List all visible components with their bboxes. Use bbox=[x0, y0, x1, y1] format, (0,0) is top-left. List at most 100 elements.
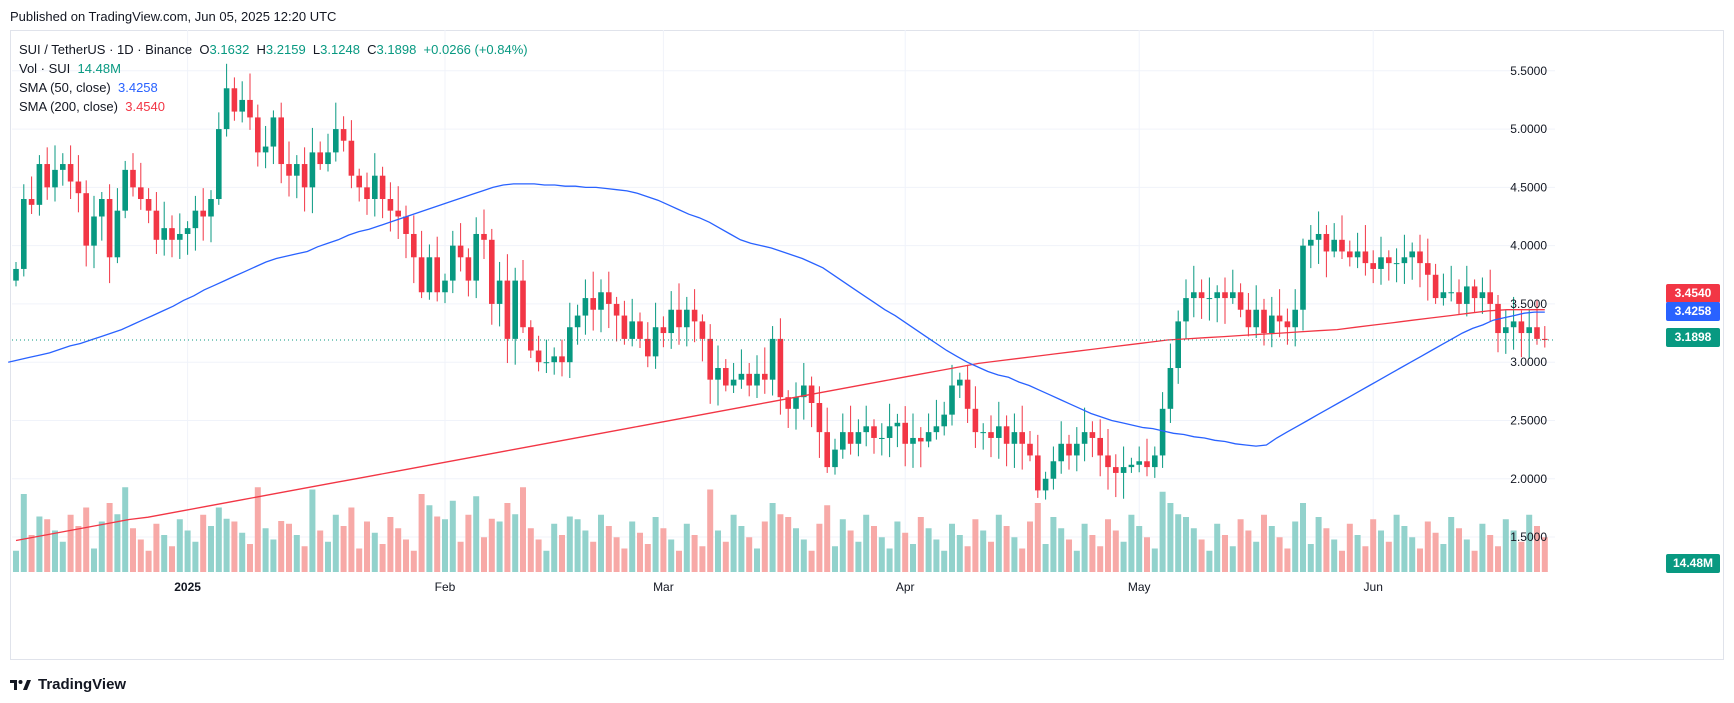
candle-body bbox=[894, 422, 901, 427]
candle-body bbox=[60, 164, 66, 170]
volume-bar bbox=[356, 548, 363, 572]
volume-bar bbox=[20, 494, 27, 572]
volume-bar bbox=[286, 523, 292, 572]
volume-bar bbox=[652, 517, 659, 572]
volume-bar bbox=[231, 521, 238, 572]
candle-body bbox=[1339, 239, 1345, 252]
volume-bar bbox=[613, 537, 620, 572]
y-tick-label: 5.0000 bbox=[1510, 122, 1547, 136]
candle-body bbox=[1253, 309, 1259, 328]
candle-body bbox=[1245, 309, 1252, 328]
volume-bar bbox=[621, 548, 628, 572]
candle-body bbox=[1081, 432, 1088, 444]
candle-body bbox=[28, 199, 35, 205]
close-value: 3.1898 bbox=[376, 42, 417, 57]
candle-body bbox=[762, 373, 768, 380]
candle-body bbox=[972, 408, 979, 433]
volume-bar bbox=[504, 503, 511, 572]
volume-bar bbox=[83, 507, 90, 572]
volume-bar bbox=[871, 526, 877, 572]
volume-bar bbox=[1526, 514, 1533, 572]
candle-body bbox=[1089, 432, 1096, 438]
candle-body bbox=[1175, 321, 1181, 369]
candle-body bbox=[582, 298, 589, 316]
candle-body bbox=[902, 422, 908, 444]
volume-bar bbox=[442, 519, 448, 572]
candle-body bbox=[1370, 263, 1376, 269]
candle-body bbox=[1534, 327, 1540, 339]
candle-body bbox=[574, 315, 581, 328]
volume-bar bbox=[223, 518, 230, 572]
candle-body bbox=[1393, 263, 1400, 265]
volume-bar bbox=[293, 535, 300, 572]
volume-bar bbox=[738, 526, 745, 572]
candle-body bbox=[785, 397, 791, 409]
volume-bar bbox=[496, 521, 503, 572]
candle-body bbox=[1035, 455, 1041, 491]
volume-tag: 14.48M bbox=[1666, 554, 1720, 573]
volume-bar bbox=[75, 526, 82, 572]
volume-bar bbox=[785, 517, 792, 572]
volume-bar bbox=[1128, 514, 1135, 572]
symbol-name: SUI / TetherUS · 1D · Binance bbox=[19, 42, 193, 57]
volume-bar bbox=[520, 487, 526, 572]
volume-bar bbox=[176, 519, 183, 572]
candle-body bbox=[1292, 309, 1298, 328]
candle-body bbox=[613, 303, 620, 316]
volume-bar bbox=[800, 539, 807, 572]
volume-bar bbox=[1183, 517, 1189, 572]
volume-bar bbox=[473, 496, 480, 572]
volume-bar bbox=[1409, 537, 1416, 572]
volume-bar bbox=[1229, 546, 1236, 572]
candle-body bbox=[520, 280, 526, 328]
candle-body bbox=[161, 228, 167, 240]
candle-body bbox=[1503, 327, 1509, 334]
candle-body bbox=[442, 280, 448, 293]
chart-frame bbox=[10, 30, 1724, 660]
volume-bar bbox=[847, 530, 854, 572]
candle-body bbox=[106, 199, 113, 258]
candle-body bbox=[1191, 292, 1197, 299]
y-axis-labels: 5.5000 5.0000 4.5000 4.0000 3.5000 3.0000 2.50… bbox=[1510, 64, 1547, 544]
candle-body bbox=[372, 175, 378, 200]
candle-body bbox=[1074, 443, 1080, 456]
candle-body bbox=[138, 187, 144, 200]
candle-body bbox=[286, 164, 292, 176]
volume-bar bbox=[761, 521, 768, 572]
volume-bar bbox=[1534, 526, 1540, 572]
volume-bar bbox=[629, 521, 636, 572]
candle-body bbox=[364, 187, 370, 200]
volume-bar bbox=[481, 537, 487, 572]
volume-bar bbox=[28, 535, 35, 572]
volume-bar bbox=[683, 523, 690, 572]
candle-body bbox=[949, 385, 955, 415]
candle-body bbox=[1128, 464, 1135, 468]
volume-bar bbox=[1144, 537, 1150, 572]
last-price-tag: 3.1898 bbox=[1666, 328, 1720, 347]
candle-body bbox=[535, 350, 542, 363]
volume-bar bbox=[964, 546, 971, 572]
candle-body bbox=[1487, 292, 1493, 304]
volume-bar bbox=[855, 541, 862, 572]
candle-body bbox=[1417, 251, 1423, 264]
candle-body bbox=[91, 216, 97, 246]
volume-bar bbox=[44, 519, 51, 572]
volume-bar bbox=[902, 532, 909, 572]
candle-body bbox=[208, 199, 214, 217]
candle-body bbox=[598, 292, 604, 310]
candle-body bbox=[130, 169, 136, 188]
volume-bar bbox=[215, 507, 222, 572]
volume-bar bbox=[1284, 548, 1291, 572]
candle-body bbox=[528, 327, 534, 351]
volume-bar bbox=[169, 546, 175, 572]
volume-bar bbox=[309, 489, 316, 572]
volume-bar bbox=[793, 528, 799, 572]
candle-body bbox=[1386, 257, 1392, 264]
y-tick-label: 4.5000 bbox=[1510, 180, 1547, 194]
footer-brand[interactable]: TradingView bbox=[10, 676, 126, 693]
candle-body bbox=[1456, 292, 1462, 304]
volume-bar bbox=[1354, 535, 1361, 572]
volume-bar bbox=[941, 550, 948, 572]
candle-body bbox=[1284, 321, 1291, 328]
